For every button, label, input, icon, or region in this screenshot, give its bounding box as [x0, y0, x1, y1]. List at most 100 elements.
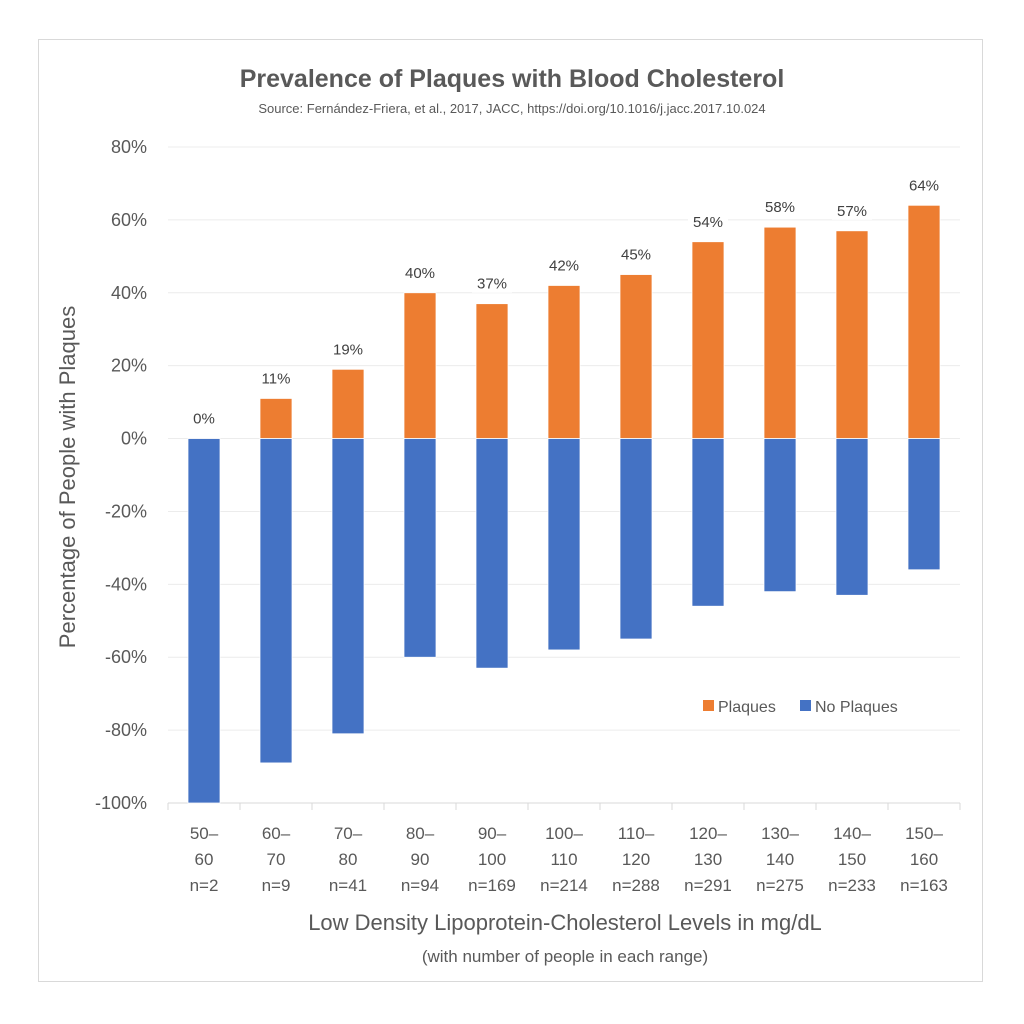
data-label-background	[184, 408, 224, 428]
y-tick-label: -80%	[105, 720, 147, 740]
x-tick-label-range-end: 150	[838, 850, 866, 869]
bar-no-plaques	[763, 438, 797, 592]
x-axis-subtitle: (with number of people in each range)	[422, 947, 708, 966]
bar-plaques	[547, 285, 581, 439]
y-tick-label: -40%	[105, 574, 147, 594]
legend-swatch-plaques	[703, 700, 714, 711]
x-tick-label-range-start: 80–	[406, 824, 435, 843]
x-tick-label-count: n=214	[540, 876, 588, 895]
x-axis	[167, 802, 961, 810]
x-tick-label-range-start: 140–	[833, 824, 871, 843]
x-tick-label-range-end: 120	[622, 850, 650, 869]
data-label: 45%	[621, 247, 651, 264]
data-label: 0%	[193, 411, 215, 428]
x-tick-label-count: n=291	[684, 876, 732, 895]
bar-plaques	[619, 274, 653, 439]
data-labels: 0% 11% 19% 40% 37% 42% 45% 54% 58% 57% 64%	[184, 175, 944, 428]
bar-plaques	[475, 303, 509, 439]
data-label-background	[328, 339, 368, 359]
data-label-background	[832, 200, 872, 220]
data-label: 19%	[333, 341, 363, 358]
bar-plaques	[691, 241, 725, 439]
y-tick-label: 40%	[111, 283, 147, 303]
x-tick-label-range-start: 70–	[334, 824, 363, 843]
legend-swatch-no-plaques	[800, 700, 811, 711]
bar-plaques	[907, 204, 941, 439]
x-tick-label-count: n=9	[262, 876, 291, 895]
bar-no-plaques	[907, 438, 941, 571]
data-label: 54%	[693, 214, 723, 231]
y-tick-label: -60%	[105, 647, 147, 667]
x-tick-label-range-end: 110	[550, 850, 577, 869]
data-label-background	[688, 211, 728, 231]
bar-no-plaques	[331, 438, 365, 735]
bar-plaques	[259, 398, 293, 439]
bar-plaques	[835, 230, 869, 439]
data-label: 11%	[262, 370, 291, 387]
x-tick-label-range-end: 90	[411, 850, 430, 869]
x-tick-label-range-end: 140	[766, 850, 794, 869]
x-tick-label-range-start: 120–	[689, 824, 727, 843]
y-tick-label: 0%	[121, 429, 147, 449]
x-tick-label-count: n=2	[190, 876, 219, 895]
y-tick-label: 20%	[111, 356, 147, 376]
y-axis-ticks: 80% 60% 40% 20% 0% -20% -40% -60% -80% -100%	[95, 137, 147, 813]
x-tick-label-count: n=163	[900, 876, 948, 895]
bar-no-plaques	[475, 438, 509, 669]
category-labels: 50– 60 n=2 60– 70 n=9 70– 80 n=41 80– 90 n=94 90– 100…	[190, 824, 948, 895]
data-label-background	[400, 262, 440, 282]
legend-label-plaques: Plaques	[718, 699, 776, 716]
y-tick-label: 60%	[111, 210, 147, 230]
x-tick-label-count: n=288	[612, 876, 660, 895]
x-tick-label-count: n=169	[468, 876, 516, 895]
bar-no-plaques	[403, 438, 437, 658]
x-tick-label-range-start: 110–	[618, 824, 655, 843]
bar-plaques	[403, 292, 437, 439]
legend: Plaques No Plaques	[703, 699, 898, 716]
data-label-background	[544, 255, 584, 275]
data-label-background	[616, 244, 656, 264]
y-tick-label: 80%	[111, 137, 147, 157]
x-tick-label-range-end: 60	[195, 850, 214, 869]
data-label: 42%	[549, 257, 579, 274]
x-axis-title: Low Density Lipoprotein-Cholesterol Leve…	[308, 910, 822, 935]
x-tick-label-count: n=94	[401, 876, 439, 895]
x-tick-label-range-start: 60–	[262, 824, 291, 843]
y-tick-label: -20%	[105, 501, 147, 521]
data-label: 37%	[477, 276, 507, 293]
data-label: 64%	[909, 177, 939, 194]
x-tick-label-range-start: 50–	[190, 824, 219, 843]
data-label-background	[904, 175, 944, 195]
x-tick-label-range-end: 100	[478, 850, 506, 869]
bar-no-plaques	[187, 438, 221, 804]
x-tick-label-count: n=233	[828, 876, 876, 895]
bar-no-plaques	[547, 438, 581, 651]
bars	[187, 204, 941, 804]
bar-no-plaques	[259, 438, 293, 764]
x-tick-label-count: n=41	[329, 876, 367, 895]
y-tick-label: -100%	[95, 793, 147, 813]
data-label-background	[760, 197, 800, 217]
chart-subtitle: Source: Fernández-Friera, et al., 2017, …	[258, 101, 765, 116]
x-tick-label-range-start: 90–	[478, 824, 507, 843]
x-tick-label-range-end: 160	[910, 850, 938, 869]
data-label: 40%	[405, 265, 435, 282]
x-tick-label-count: n=275	[756, 876, 804, 895]
legend-label-no-plaques: No Plaques	[815, 699, 898, 716]
bar-no-plaques	[619, 438, 653, 640]
x-tick-label-range-end: 130	[694, 850, 722, 869]
data-label-background	[256, 368, 296, 388]
data-label: 57%	[837, 203, 867, 220]
data-label: 58%	[765, 199, 795, 216]
y-axis-title: Percentage of People with Plaques	[55, 306, 80, 648]
x-tick-label-range-start: 150–	[905, 824, 943, 843]
x-tick-label-range-start: 130–	[761, 824, 799, 843]
x-tick-label-range-start: 100–	[545, 824, 583, 843]
x-tick-label-range-end: 80	[339, 850, 358, 869]
bar-plaques	[331, 368, 365, 439]
data-label-background	[472, 273, 512, 293]
bar-no-plaques	[691, 438, 725, 607]
bar-no-plaques	[835, 438, 869, 596]
bar-plaques	[763, 226, 797, 439]
